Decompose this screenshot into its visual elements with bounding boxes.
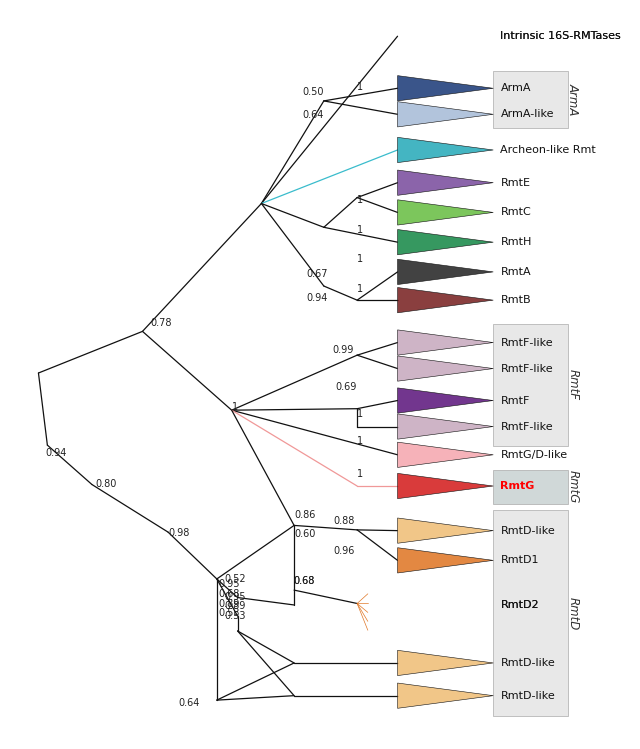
Polygon shape bbox=[397, 200, 493, 225]
Text: RmtA: RmtA bbox=[500, 267, 531, 277]
Text: 0.52: 0.52 bbox=[224, 574, 246, 584]
Text: 0.50: 0.50 bbox=[302, 87, 324, 97]
Polygon shape bbox=[397, 442, 493, 467]
Text: RmtD: RmtD bbox=[567, 596, 580, 630]
Text: ArmA: ArmA bbox=[567, 83, 580, 115]
Text: 0.53: 0.53 bbox=[219, 608, 240, 619]
Text: RmtB: RmtB bbox=[500, 295, 531, 305]
Text: 0.95: 0.95 bbox=[219, 579, 240, 589]
Text: 1: 1 bbox=[357, 195, 364, 205]
FancyBboxPatch shape bbox=[493, 71, 568, 127]
Polygon shape bbox=[397, 650, 493, 676]
Polygon shape bbox=[397, 259, 493, 285]
Text: Intrinsic 16S-RMTases: Intrinsic 16S-RMTases bbox=[500, 31, 621, 41]
Text: 1: 1 bbox=[357, 409, 364, 419]
Text: RmtD-like: RmtD-like bbox=[500, 658, 555, 668]
Polygon shape bbox=[397, 683, 493, 709]
Text: 1: 1 bbox=[357, 225, 364, 234]
Polygon shape bbox=[397, 102, 493, 127]
Text: 0.68: 0.68 bbox=[219, 589, 240, 599]
FancyBboxPatch shape bbox=[493, 470, 568, 504]
Text: 0.89: 0.89 bbox=[219, 598, 240, 609]
Text: 0.64: 0.64 bbox=[179, 697, 200, 708]
Polygon shape bbox=[397, 356, 493, 381]
Polygon shape bbox=[397, 137, 493, 163]
Text: 0.64: 0.64 bbox=[303, 110, 324, 120]
Text: 0.98: 0.98 bbox=[168, 528, 189, 538]
Text: RmtC: RmtC bbox=[500, 207, 531, 217]
Text: RmtD-like: RmtD-like bbox=[500, 691, 555, 700]
Text: 0.78: 0.78 bbox=[150, 318, 172, 328]
Text: 0.80: 0.80 bbox=[95, 479, 116, 489]
Text: ArmA-like: ArmA-like bbox=[500, 109, 554, 119]
Text: 1: 1 bbox=[357, 255, 364, 264]
Text: 0.94: 0.94 bbox=[306, 293, 328, 303]
Text: 1: 1 bbox=[357, 82, 364, 92]
Text: 0.53: 0.53 bbox=[224, 611, 246, 621]
Text: 1: 1 bbox=[232, 401, 238, 412]
Text: RmtF-like: RmtF-like bbox=[500, 363, 553, 374]
Polygon shape bbox=[397, 414, 493, 439]
FancyBboxPatch shape bbox=[493, 510, 568, 717]
Text: 0.68: 0.68 bbox=[293, 577, 314, 586]
Polygon shape bbox=[397, 170, 493, 195]
Text: 0.99: 0.99 bbox=[332, 345, 353, 355]
Text: RmtF-like: RmtF-like bbox=[500, 422, 553, 431]
Text: RmtF: RmtF bbox=[500, 395, 530, 405]
Text: RmtG: RmtG bbox=[567, 470, 580, 503]
Polygon shape bbox=[397, 473, 493, 499]
Text: Archeon-like Rmt: Archeon-like Rmt bbox=[500, 145, 596, 155]
Text: 0.89: 0.89 bbox=[224, 601, 245, 611]
Polygon shape bbox=[397, 76, 493, 101]
Text: 0.68: 0.68 bbox=[293, 577, 314, 586]
Text: 0.69: 0.69 bbox=[336, 382, 357, 392]
Polygon shape bbox=[397, 548, 493, 573]
Text: RmtE: RmtE bbox=[500, 178, 531, 188]
Text: RmtD1: RmtD1 bbox=[500, 555, 539, 565]
Text: RmtH: RmtH bbox=[500, 237, 532, 247]
Polygon shape bbox=[397, 288, 493, 313]
Text: 1: 1 bbox=[357, 469, 364, 479]
Text: 0.67: 0.67 bbox=[306, 270, 328, 279]
Text: 0.60: 0.60 bbox=[294, 529, 316, 539]
Text: 0.95: 0.95 bbox=[224, 592, 246, 601]
Text: 1: 1 bbox=[357, 436, 364, 446]
Text: RmtD-like: RmtD-like bbox=[500, 526, 555, 536]
Polygon shape bbox=[397, 330, 493, 355]
Polygon shape bbox=[397, 229, 493, 255]
FancyBboxPatch shape bbox=[493, 324, 568, 446]
Text: RmtG: RmtG bbox=[500, 481, 535, 491]
Text: 0.88: 0.88 bbox=[333, 516, 355, 526]
Text: RmtF-like: RmtF-like bbox=[500, 338, 553, 348]
Text: ArmA: ArmA bbox=[500, 83, 531, 94]
Text: RmtF: RmtF bbox=[567, 369, 580, 401]
Polygon shape bbox=[397, 388, 493, 413]
Text: 0.94: 0.94 bbox=[45, 448, 67, 458]
Polygon shape bbox=[397, 518, 493, 543]
Text: 1: 1 bbox=[357, 284, 364, 294]
Text: RmtD2: RmtD2 bbox=[500, 600, 539, 610]
Text: 0.86: 0.86 bbox=[294, 510, 316, 521]
Text: RmtD2: RmtD2 bbox=[500, 600, 539, 610]
Text: RmtG/D-like: RmtG/D-like bbox=[500, 450, 568, 460]
Text: 0.96: 0.96 bbox=[333, 546, 355, 556]
Text: Intrinsic 16S-RMTases: Intrinsic 16S-RMTases bbox=[500, 31, 621, 41]
